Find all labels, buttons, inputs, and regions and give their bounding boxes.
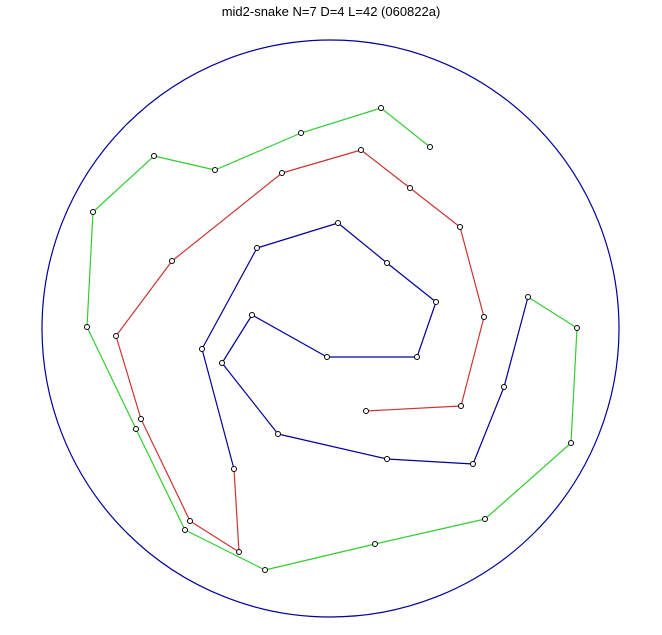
path-vertex <box>574 325 580 331</box>
path-vertex <box>212 167 218 173</box>
path-vertex <box>457 224 463 230</box>
path-vertex <box>138 416 144 422</box>
path-vertex <box>384 260 390 266</box>
path-vertex <box>279 170 285 176</box>
path-vertex <box>84 324 90 330</box>
red-section-path <box>115 149 485 553</box>
path-vertex <box>182 527 188 533</box>
path-vertex <box>113 333 119 339</box>
path-vertex <box>133 426 139 432</box>
path-vertex <box>90 209 96 215</box>
path-vertex <box>249 312 255 318</box>
plot-title: mid2-snake N=7 D=4 L=42 (060822a) <box>221 4 441 19</box>
path-vertex <box>384 456 390 462</box>
path-vertex <box>298 130 304 136</box>
path-vertex <box>262 567 268 573</box>
path-vertex <box>363 408 369 414</box>
blue-section-path <box>201 222 529 470</box>
path-vertex <box>254 245 260 251</box>
path-vertex <box>231 466 237 472</box>
path-vertex <box>169 258 175 264</box>
path-vertex <box>481 314 487 320</box>
path-vertex <box>335 220 341 226</box>
path-vertex <box>414 354 420 360</box>
path-vertex <box>433 299 439 305</box>
path-vertex <box>501 384 507 390</box>
path-vertex <box>151 153 157 159</box>
path-vertex <box>458 403 464 409</box>
path-vertex <box>358 147 364 153</box>
path-vertex <box>324 354 330 360</box>
path-vertex <box>568 440 574 446</box>
path-vertex <box>427 144 433 150</box>
boundary-circle <box>41 39 620 618</box>
path-vertex <box>236 549 242 555</box>
path-vertex <box>219 360 225 366</box>
green-section-path <box>86 107 578 571</box>
path-vertex <box>187 518 193 524</box>
path-vertex <box>407 185 413 191</box>
path-vertex <box>470 461 476 467</box>
path-vertex <box>525 294 531 300</box>
path-vertex <box>199 346 205 352</box>
path-vertex <box>275 431 281 437</box>
path-vertex <box>372 541 378 547</box>
path-vertex <box>378 105 384 111</box>
path-vertex <box>482 516 488 522</box>
